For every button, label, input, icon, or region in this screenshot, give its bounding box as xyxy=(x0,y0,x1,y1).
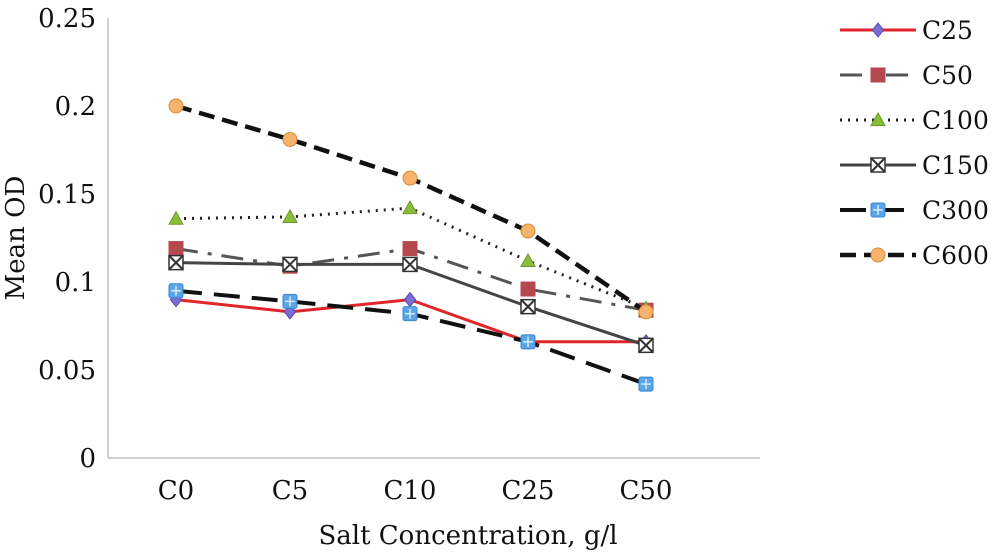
legend-item: C150 xyxy=(840,151,989,180)
x-tick-label: C10 xyxy=(384,476,437,506)
data-point xyxy=(402,241,418,257)
x-tick-labels: C0 C5 C10 C25 C50 xyxy=(158,476,673,506)
legend-marker xyxy=(870,157,886,173)
series-c600 xyxy=(168,98,654,320)
x-tick-label: C50 xyxy=(620,476,673,506)
data-point xyxy=(520,252,536,267)
y-tick-label: 0.25 xyxy=(38,4,96,34)
legend-item: C300 xyxy=(840,196,989,225)
y-axis-title: Mean OD xyxy=(1,176,31,301)
legend-marker xyxy=(870,202,886,218)
legend-label: C600 xyxy=(922,241,989,270)
data-point xyxy=(168,241,184,257)
x-tick-label: C0 xyxy=(158,476,194,506)
data-point xyxy=(402,170,418,186)
data-point xyxy=(403,291,417,308)
data-point xyxy=(520,334,536,350)
series-group xyxy=(168,98,654,392)
y-tick-labels: 0 0.05 0.1 0.15 0.2 0.25 xyxy=(38,4,96,474)
data-point xyxy=(168,98,184,114)
legend-marker xyxy=(870,67,886,83)
data-point xyxy=(282,208,298,223)
axes xyxy=(107,18,760,459)
data-point xyxy=(520,223,536,239)
data-point xyxy=(402,200,418,215)
series-c300 xyxy=(168,283,654,392)
legend-marker xyxy=(871,22,885,38)
legend-item: C600 xyxy=(840,241,989,270)
y-tick-label: 0.1 xyxy=(55,268,96,298)
data-point xyxy=(520,281,536,297)
x-tick-label: C5 xyxy=(272,476,308,506)
data-point xyxy=(638,376,654,392)
data-point xyxy=(638,304,654,320)
data-point xyxy=(638,337,654,354)
x-axis-title: Salt Concentration, g/l xyxy=(318,521,617,551)
data-point xyxy=(282,256,298,273)
legend-label: C25 xyxy=(922,16,973,45)
y-tick-label: 0.2 xyxy=(55,92,96,122)
legend: C25 C50 C100 C150 C300 C600 xyxy=(840,16,989,270)
legend-item: C100 xyxy=(840,106,989,135)
legend-marker xyxy=(870,247,886,263)
legend-marker xyxy=(870,111,886,127)
legend-label: C50 xyxy=(922,61,973,90)
legend-item: C25 xyxy=(840,16,973,45)
x-tick-label: C25 xyxy=(502,476,555,506)
legend-item: C50 xyxy=(840,61,973,90)
data-point xyxy=(168,254,184,271)
y-tick-label: 0.15 xyxy=(38,180,96,210)
data-point xyxy=(402,256,418,273)
y-tick-label: 0.05 xyxy=(38,356,96,386)
data-point xyxy=(282,131,298,147)
data-point xyxy=(168,283,184,299)
y-tick-label: 0 xyxy=(79,444,96,474)
legend-label: C150 xyxy=(922,151,989,180)
series-c150 xyxy=(168,254,654,354)
data-point xyxy=(168,210,184,225)
data-point xyxy=(520,298,536,315)
data-point xyxy=(402,306,418,322)
legend-label: C100 xyxy=(922,106,989,135)
data-point xyxy=(282,293,298,309)
legend-label: C300 xyxy=(922,196,989,225)
